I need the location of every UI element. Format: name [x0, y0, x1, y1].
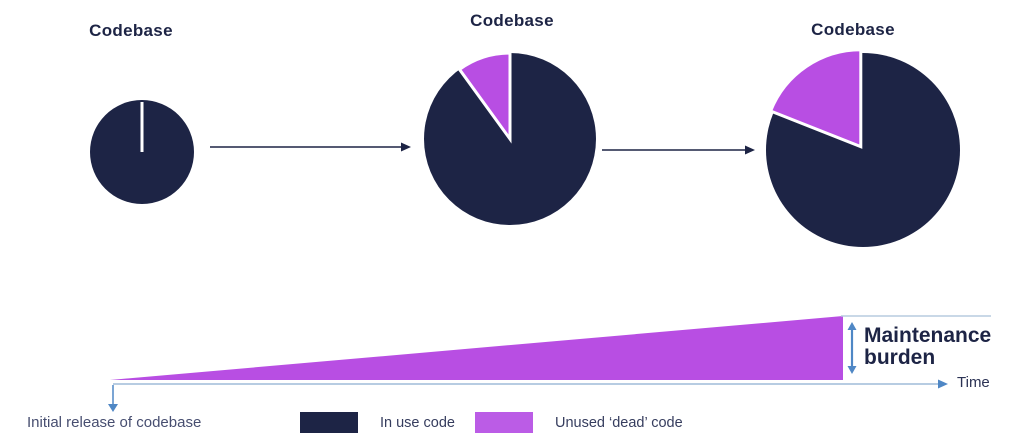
legend-item-dead-code: Unused ‘dead’ code: [475, 412, 683, 433]
time-axis-label: Time: [957, 374, 990, 391]
pie-title-stage-1: Codebase: [89, 21, 173, 40]
pie-title-stage-3: Codebase: [811, 20, 895, 39]
legend-item-in-use-code: In use code: [300, 412, 455, 433]
legend-label-dead-code: Unused ‘dead’ code: [555, 414, 683, 431]
legend-label-in-use-code: In use code: [380, 414, 455, 431]
maintenance-burden-label: Maintenance burden: [864, 324, 992, 370]
legend-swatch-dead-code: [475, 412, 533, 433]
initial-release-label: Initial release of codebase: [27, 414, 202, 431]
pie-title-stage-2: Codebase: [470, 11, 554, 30]
legend-swatch-in-use-code: [300, 412, 358, 433]
